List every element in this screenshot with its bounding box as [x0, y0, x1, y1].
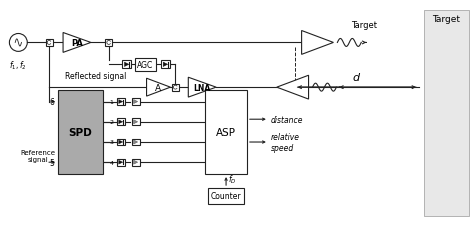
Polygon shape [118, 160, 123, 164]
Text: Reference
signal: Reference signal [21, 149, 56, 162]
Bar [132, 139, 140, 146]
Polygon shape [146, 79, 171, 97]
Polygon shape [134, 141, 137, 144]
Text: Target: Target [432, 15, 460, 24]
Text: 6: 6 [49, 98, 54, 107]
Polygon shape [63, 33, 91, 53]
Bar [46, 40, 53, 47]
Text: distance: distance [271, 115, 303, 124]
Text: SPD: SPD [69, 127, 92, 137]
Polygon shape [134, 120, 137, 124]
Bar [58, 90, 103, 174]
Polygon shape [118, 100, 123, 104]
Bar [424, 11, 469, 216]
Text: 1: 1 [110, 100, 114, 105]
Text: $f_1, f_2$: $f_1, f_2$ [9, 59, 27, 72]
Text: $f_D$: $f_D$ [228, 173, 237, 185]
Polygon shape [134, 160, 137, 164]
Text: AGC: AGC [137, 61, 154, 69]
Polygon shape [163, 63, 168, 67]
Text: ASP: ASP [216, 127, 236, 137]
Polygon shape [134, 100, 137, 104]
Bar [117, 99, 125, 106]
Bar [172, 84, 179, 91]
Polygon shape [188, 78, 216, 98]
Polygon shape [277, 76, 309, 100]
Polygon shape [118, 141, 123, 144]
Bar [132, 99, 140, 106]
Bar [161, 61, 170, 69]
Text: $d$: $d$ [352, 71, 361, 83]
Text: PA: PA [71, 39, 83, 48]
Bar [208, 188, 244, 204]
Bar [205, 90, 247, 174]
Text: 5: 5 [49, 158, 54, 167]
Bar [135, 59, 156, 72]
Text: A: A [155, 83, 162, 92]
Text: Reflected signal: Reflected signal [65, 72, 127, 81]
Bar [122, 61, 131, 69]
Bar [132, 159, 140, 166]
Bar [117, 119, 125, 126]
Polygon shape [118, 120, 123, 124]
Text: 4: 4 [110, 160, 114, 165]
Polygon shape [125, 63, 129, 67]
Text: Counter: Counter [211, 192, 241, 201]
Bar [105, 40, 112, 47]
Text: Target: Target [351, 20, 377, 29]
Text: LNA: LNA [193, 83, 211, 92]
Polygon shape [301, 31, 333, 55]
Bar [117, 159, 125, 166]
Text: relative
speed: relative speed [271, 133, 300, 152]
Bar [132, 119, 140, 126]
Text: 3: 3 [110, 140, 114, 145]
Bar [117, 139, 125, 146]
Text: 2: 2 [110, 120, 114, 125]
